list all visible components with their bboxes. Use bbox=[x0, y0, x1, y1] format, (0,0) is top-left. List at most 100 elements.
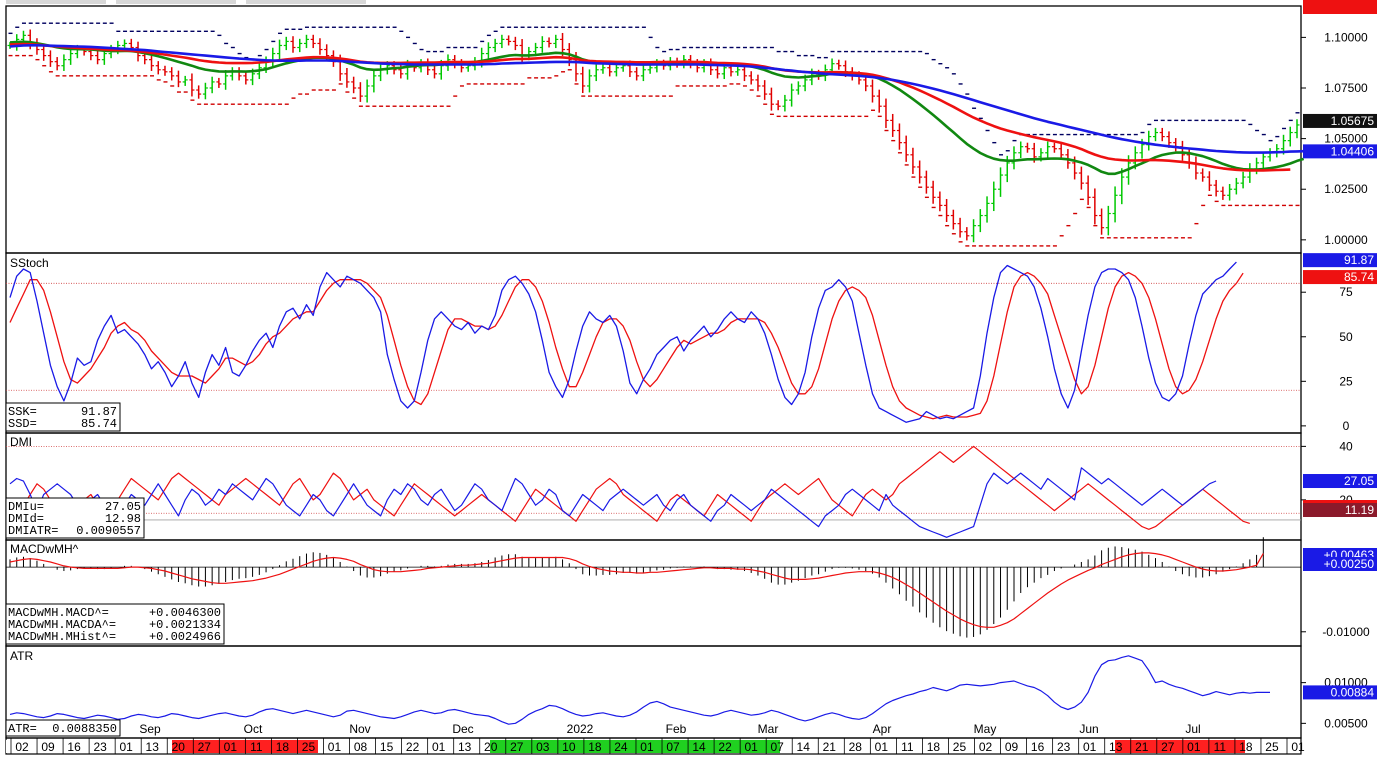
ssk-line bbox=[9, 261, 1237, 423]
month-label: Nov bbox=[349, 722, 370, 736]
day-label: 25 bbox=[1265, 740, 1279, 754]
day-label: 16 bbox=[67, 740, 81, 754]
month-label: Sep bbox=[139, 722, 161, 736]
day-label: 27 bbox=[1161, 740, 1175, 754]
blue-ma-value-label-bg bbox=[1303, 144, 1377, 159]
day-label: 13 bbox=[146, 740, 160, 754]
blue-ma-value-label: 1.04406 bbox=[1331, 144, 1375, 158]
atr-readout-value: 0.0088350 bbox=[52, 722, 117, 736]
blue-ma-line bbox=[9, 43, 1325, 154]
atr-value-label: 0.00884 bbox=[1331, 685, 1375, 699]
month-label: 2022 bbox=[567, 722, 594, 736]
day-label: 23 bbox=[1057, 740, 1071, 754]
macd-tick-label: -0.01000 bbox=[1322, 625, 1370, 639]
macd-readout-value: +0.0024966 bbox=[149, 630, 221, 644]
sstoch-tick-label: 75 bbox=[1339, 285, 1353, 299]
month-label: Jun bbox=[1079, 722, 1098, 736]
day-label: 18 bbox=[1239, 740, 1253, 754]
atr-readout-label: ATR= bbox=[8, 722, 37, 736]
day-label: 07 bbox=[771, 740, 785, 754]
day-label: 22 bbox=[718, 740, 732, 754]
sstoch-tick-label: 50 bbox=[1339, 330, 1353, 344]
day-label: 22 bbox=[406, 740, 420, 754]
atr-value-label-bg bbox=[1303, 685, 1377, 700]
atr-tick-label: 0.00500 bbox=[1324, 716, 1368, 730]
date-strip-segment bbox=[650, 740, 780, 753]
dmi-readout-value: 27.05 bbox=[105, 500, 141, 514]
dmi-title: DMI bbox=[10, 435, 32, 449]
dmi-plus-value-label-bg bbox=[1303, 474, 1377, 489]
month-label: Apr bbox=[873, 722, 892, 736]
day-label: 25 bbox=[953, 740, 967, 754]
month-label: Jul bbox=[1185, 722, 1200, 736]
day-label: 13 bbox=[1109, 740, 1123, 754]
day-label: 18 bbox=[588, 740, 602, 754]
close-value-label-bg bbox=[1303, 113, 1377, 128]
macd-readout-value: +0.0046300 bbox=[149, 606, 221, 620]
day-label: 09 bbox=[41, 740, 55, 754]
day-label: 09 bbox=[1005, 740, 1019, 754]
day-label: 01 bbox=[640, 740, 654, 754]
month-label: Feb bbox=[666, 722, 687, 736]
day-label: 02 bbox=[979, 740, 993, 754]
day-label: 13 bbox=[458, 740, 472, 754]
day-label: 07 bbox=[666, 740, 680, 754]
dmi-tick-label: 40 bbox=[1339, 439, 1353, 453]
red-ma-value-label-bg bbox=[1303, 0, 1377, 14]
ssd-value-label-bg bbox=[1303, 270, 1377, 285]
day-label: 20 bbox=[484, 740, 498, 754]
macd-hist-value-label-bg bbox=[1303, 557, 1377, 571]
day-label: 11 bbox=[1214, 740, 1227, 754]
day-label: 01 bbox=[432, 740, 446, 754]
day-label: 28 bbox=[849, 740, 863, 754]
month-label: May bbox=[974, 722, 997, 736]
price-tick-label: 1.07500 bbox=[1324, 81, 1368, 95]
day-label: 08 bbox=[354, 740, 368, 754]
day-label: 14 bbox=[797, 740, 811, 754]
day-label: 01 bbox=[328, 740, 342, 754]
day-label: 02 bbox=[15, 740, 29, 754]
dmi-minus-value-label-bg bbox=[1303, 503, 1377, 517]
red-ma-line bbox=[9, 42, 1291, 172]
date-strip-segment bbox=[1115, 740, 1245, 753]
sstoch-readout-label: SSD= bbox=[8, 417, 37, 431]
day-label: 11 bbox=[250, 740, 263, 754]
day-label: 11 bbox=[901, 740, 914, 754]
dmi-readout-value: 0.0090557 bbox=[76, 524, 141, 538]
sstoch-readout-value: 91.87 bbox=[81, 405, 117, 419]
price-panel[interactable]: 1.10000 1.07500 1.05000 1.02500 1.00000 1.056… bbox=[7, 0, 1378, 247]
dmi-readout-label: DMId= bbox=[8, 512, 44, 526]
macd-readout-label: MACDwMH.MHist^= bbox=[8, 630, 116, 644]
day-label: 18 bbox=[276, 740, 290, 754]
day-label: 01 bbox=[224, 740, 238, 754]
day-label: 27 bbox=[198, 740, 212, 754]
day-label: 01 bbox=[1291, 740, 1305, 754]
atr-title: ATR bbox=[10, 649, 33, 663]
ssd-line bbox=[9, 271, 1244, 420]
month-label: Mar bbox=[758, 722, 779, 736]
tab-strip bbox=[246, 0, 366, 4]
sstoch-title: SStoch bbox=[10, 256, 49, 270]
sstoch-tick-label: 0 bbox=[1343, 419, 1350, 433]
date-strip-segment bbox=[6, 740, 20, 753]
day-label: 01 bbox=[119, 740, 133, 754]
price-tick-label: 1.02500 bbox=[1324, 182, 1368, 196]
dmi-readout-box bbox=[5, 497, 145, 539]
day-label: 21 bbox=[823, 740, 837, 754]
macd-readout-label: MACDwMH.MACDA^= bbox=[8, 618, 116, 632]
macd-signal-line bbox=[9, 552, 1264, 628]
macd-panel[interactable]: MACDwMH^-0.01000+0.00463+0.00250MACDwMH.… bbox=[5, 537, 1377, 645]
sstoch-tick-label: 25 bbox=[1339, 374, 1353, 388]
dmi-readout-value: 12.98 bbox=[105, 512, 141, 526]
sstoch-readout-value: 85.74 bbox=[81, 417, 117, 431]
day-label: 01 bbox=[1187, 740, 1201, 754]
dmi-readout-label: DMIu= bbox=[8, 500, 44, 514]
macd-readout-value: +0.0021334 bbox=[149, 618, 221, 632]
close-value-label: 1.05675 bbox=[1331, 114, 1375, 128]
day-label: 25 bbox=[302, 740, 316, 754]
